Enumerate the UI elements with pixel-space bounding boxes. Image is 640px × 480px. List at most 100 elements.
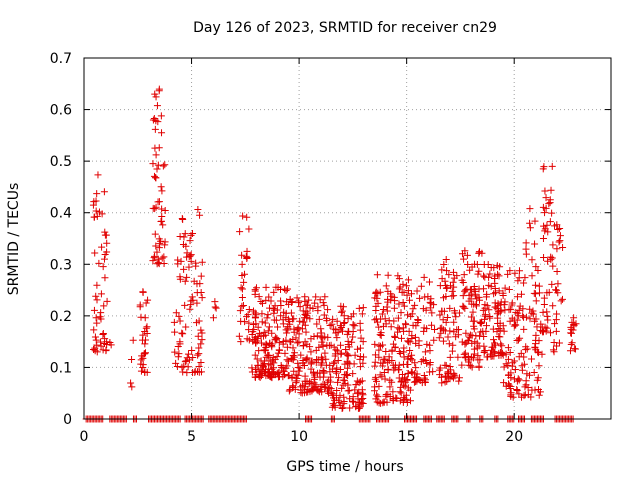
data-point xyxy=(288,298,296,306)
data-point xyxy=(331,352,339,360)
data-point xyxy=(438,379,446,387)
data-point xyxy=(193,299,201,307)
data-point xyxy=(238,293,246,301)
data-point xyxy=(490,274,498,282)
data-point xyxy=(267,373,275,381)
data-point xyxy=(336,401,344,409)
data-point xyxy=(470,322,478,330)
data-point xyxy=(299,318,307,326)
x-axis-label: GPS time / hours xyxy=(286,459,403,475)
data-point xyxy=(260,360,268,368)
data-point xyxy=(567,340,575,348)
data-point xyxy=(382,347,390,355)
data-point xyxy=(528,386,536,394)
data-point xyxy=(458,338,466,346)
data-point xyxy=(258,299,266,307)
data-point xyxy=(349,333,357,341)
data-point xyxy=(272,336,280,344)
data-point xyxy=(540,163,548,171)
data-point xyxy=(260,332,268,340)
data-point xyxy=(97,338,105,346)
data-point xyxy=(356,319,364,327)
data-point xyxy=(390,293,398,301)
data-point xyxy=(505,371,513,379)
data-point xyxy=(313,320,321,328)
data-point xyxy=(158,217,166,225)
data-point xyxy=(180,265,188,273)
data-point xyxy=(420,324,428,332)
data-point xyxy=(350,360,358,368)
data-point xyxy=(311,299,319,307)
data-point xyxy=(460,271,468,279)
data-point xyxy=(129,336,137,344)
data-point xyxy=(102,231,110,239)
data-point xyxy=(321,349,329,357)
data-point xyxy=(301,297,309,305)
data-point xyxy=(467,362,475,370)
data-point xyxy=(467,313,475,321)
data-point xyxy=(187,297,195,305)
data-point xyxy=(460,303,468,311)
data-point xyxy=(314,303,322,311)
data-point xyxy=(405,296,413,304)
data-point xyxy=(153,102,161,110)
data-point xyxy=(458,361,466,369)
data-point xyxy=(339,303,347,311)
data-point xyxy=(556,237,564,245)
data-point xyxy=(428,321,436,329)
data-point xyxy=(136,301,144,309)
data-point xyxy=(178,363,186,371)
data-point xyxy=(486,314,494,322)
data-point xyxy=(481,273,489,281)
data-point xyxy=(390,317,398,325)
data-point xyxy=(194,206,202,214)
data-point xyxy=(159,162,167,170)
data-point xyxy=(299,342,307,350)
data-point xyxy=(394,272,402,280)
data-point xyxy=(158,254,166,262)
data-point xyxy=(371,362,379,370)
data-point xyxy=(442,318,450,326)
data-point xyxy=(295,330,303,338)
data-point xyxy=(141,340,149,348)
data-point xyxy=(293,326,301,334)
data-point xyxy=(277,312,285,320)
data-point xyxy=(461,247,469,255)
data-point xyxy=(522,250,530,258)
data-point xyxy=(328,365,336,373)
data-point xyxy=(251,333,259,341)
data-point xyxy=(396,397,404,405)
data-point xyxy=(341,319,349,327)
data-point xyxy=(470,350,478,358)
data-point xyxy=(337,323,345,331)
data-point xyxy=(529,310,537,318)
data-point xyxy=(394,366,402,374)
data-point xyxy=(346,395,354,403)
data-point xyxy=(400,360,408,368)
data-point xyxy=(342,346,350,354)
data-point xyxy=(531,281,539,289)
data-point xyxy=(532,336,540,344)
data-point xyxy=(460,255,468,263)
data-point xyxy=(235,332,243,340)
data-point xyxy=(548,280,556,288)
data-point xyxy=(498,342,506,350)
data-point xyxy=(181,230,189,238)
data-point xyxy=(464,358,472,366)
data-point xyxy=(188,347,196,355)
data-point xyxy=(450,274,458,282)
data-point xyxy=(102,347,110,355)
data-point xyxy=(445,340,453,348)
data-point xyxy=(173,362,181,370)
data-point xyxy=(257,339,265,347)
data-point xyxy=(180,233,188,241)
data-point xyxy=(91,333,99,341)
data-point xyxy=(404,370,412,378)
data-point xyxy=(155,198,163,206)
data-point xyxy=(90,213,98,221)
data-point xyxy=(128,356,136,364)
data-point xyxy=(381,355,389,363)
data-point xyxy=(101,274,109,282)
data-point xyxy=(312,293,320,301)
data-point xyxy=(514,336,522,344)
